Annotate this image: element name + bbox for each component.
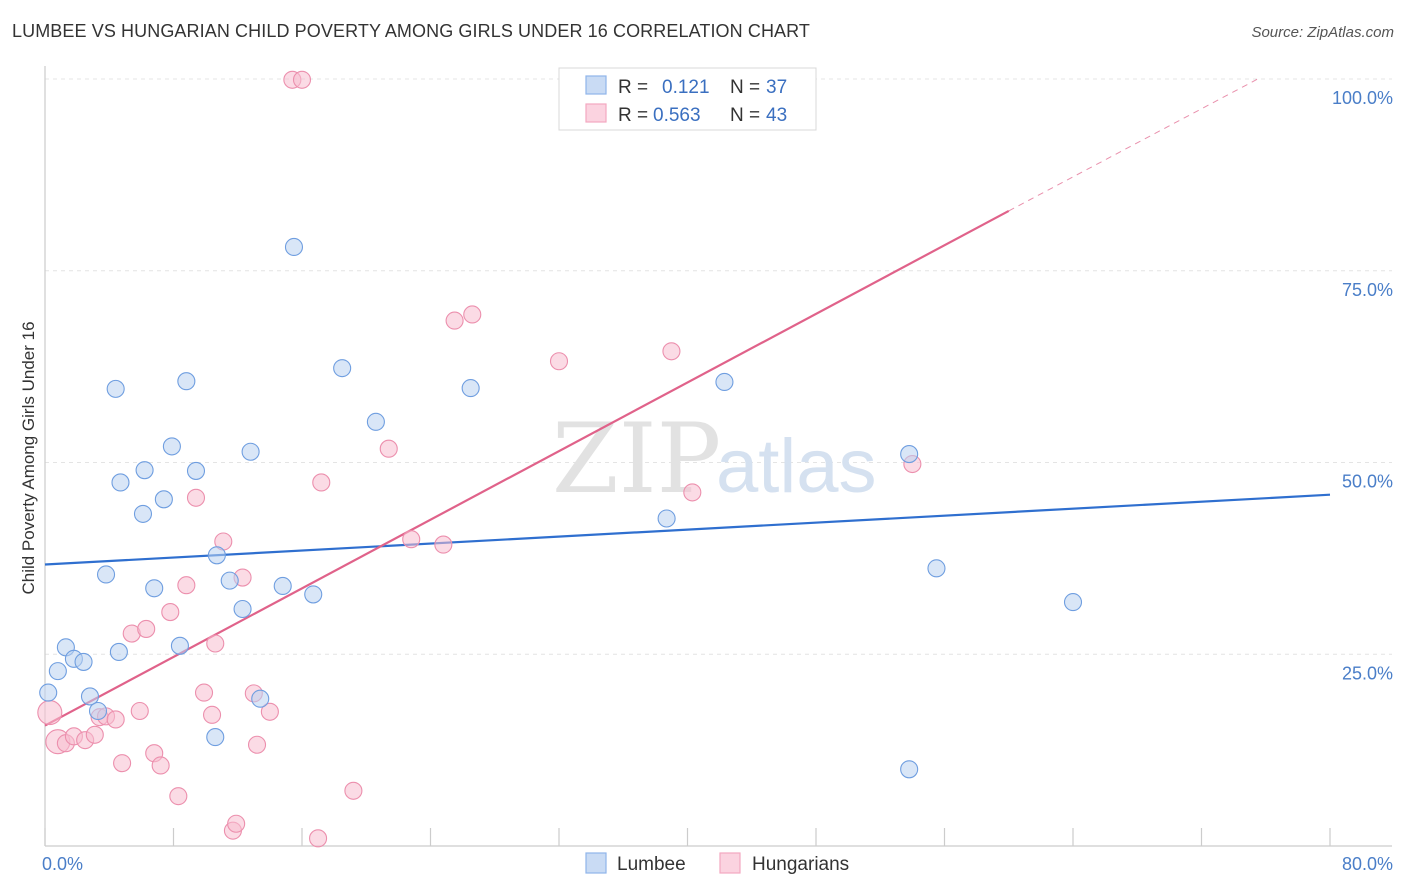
hungarians-point: [247, 735, 267, 754]
lumbee-point: [366, 412, 385, 431]
lumbee-r-value: 0.121: [662, 77, 710, 98]
hungarians-point: [434, 535, 453, 554]
legend-n-label: N =: [730, 105, 760, 126]
hungarians-point: [379, 439, 398, 458]
legend-r-label: R =: [618, 77, 648, 98]
lumbee-point: [273, 576, 292, 596]
hungarians-point: [309, 829, 328, 848]
hungarians-point: [106, 710, 125, 729]
hungarians-point: [113, 754, 132, 773]
hungarians-point: [344, 781, 363, 800]
lumbee-point: [109, 642, 128, 661]
hungarians-point: [206, 634, 225, 653]
series-legend: Lumbee Hungarians: [585, 852, 849, 875]
lumbee-point: [39, 683, 58, 702]
chart-source: Source: ZipAtlas.com: [1251, 24, 1394, 41]
lumbee-point: [162, 437, 181, 456]
data-points: [37, 70, 1083, 848]
hungarians-trend-extension: [1008, 78, 1258, 212]
lumbee-point: [715, 372, 734, 392]
legend-n-label: N =: [730, 77, 760, 98]
hungarians-n-value: 43: [766, 105, 787, 126]
lumbee-point: [74, 652, 93, 671]
hungarians-point: [177, 576, 196, 595]
hungarians-point: [194, 683, 214, 702]
hungarians-legend-swatch: [719, 852, 741, 874]
lumbee-point: [657, 509, 676, 528]
lumbee-trend-line: [44, 493, 1331, 566]
lumbee-point: [1063, 593, 1083, 612]
hungarians-point: [137, 619, 156, 638]
hungarians-r-value: 0.563: [653, 105, 701, 126]
lumbee-point: [135, 461, 154, 480]
hungarians-point: [463, 305, 482, 324]
correlation-legend: R = 0.121 N = 37 R = 0.563 N = 43: [558, 67, 817, 131]
hungarians-point: [292, 70, 312, 89]
watermark: ZIP atlas: [552, 403, 877, 515]
lumbee-point: [251, 689, 270, 708]
lumbee-legend-swatch: [585, 852, 607, 874]
trend-lines: [44, 78, 1331, 727]
lumbee-point: [145, 579, 164, 598]
lumbee-point: [80, 687, 100, 706]
hungarians-point: [169, 787, 188, 806]
hungarians-point: [203, 705, 222, 724]
hungarians-swatch: [585, 103, 607, 123]
lumbee-legend-label: Lumbee: [617, 854, 686, 875]
lumbee-n-value: 37: [766, 77, 787, 98]
y-tick-label: 75.0%: [1342, 280, 1393, 300]
lumbee-point: [461, 379, 480, 398]
lumbee-point: [333, 359, 352, 378]
lumbee-point: [96, 565, 116, 584]
lumbee-point: [88, 701, 108, 721]
y-tick-label: 100.0%: [1332, 88, 1393, 108]
y-tick-label: 50.0%: [1342, 472, 1393, 492]
y-tick-label: 25.0%: [1342, 663, 1393, 683]
lumbee-point: [186, 461, 206, 480]
hungarians-point: [683, 483, 702, 502]
chart-title: LUMBEE VS HUNGARIAN CHILD POVERTY AMONG …: [12, 21, 811, 41]
hungarians-point: [186, 488, 206, 507]
lumbee-point: [106, 379, 125, 398]
lumbee-point: [927, 559, 946, 578]
hungarians-point: [130, 701, 149, 721]
x-tick-label: 80.0%: [1342, 854, 1393, 874]
legend-r-label: R =: [618, 105, 648, 126]
hungarians-point: [312, 473, 331, 492]
lumbee-point: [177, 372, 196, 391]
lumbee-swatch: [585, 75, 607, 95]
lumbee-point: [206, 728, 225, 747]
hungarians-point: [161, 603, 180, 622]
gridlines: [45, 78, 1392, 655]
hungarians-point: [402, 530, 421, 549]
hungarians-trend-line: [44, 209, 1010, 727]
hungarians-point: [151, 756, 170, 775]
lumbee-point: [133, 504, 153, 523]
tick-labels: 25.0% 50.0% 75.0% 100.0% 0.0% 80.0%: [42, 88, 1393, 874]
lumbee-point: [900, 760, 919, 779]
lumbee-point: [170, 636, 189, 655]
lumbee-point: [304, 585, 323, 604]
watermark-atlas: atlas: [716, 424, 877, 509]
hungarians-point: [549, 352, 569, 371]
x-tick-label: 0.0%: [42, 854, 83, 874]
lumbee-point: [207, 546, 226, 565]
hungarians-point: [227, 814, 246, 833]
lumbee-point: [900, 445, 919, 464]
hungarians-point: [260, 702, 279, 721]
lumbee-point: [220, 571, 239, 590]
hungarians-point: [445, 311, 464, 330]
lumbee-point: [233, 599, 252, 619]
hungarians-point: [85, 725, 104, 744]
hungarians-point: [662, 342, 681, 361]
hungarians-legend-label: Hungarians: [752, 854, 849, 875]
lumbee-point: [241, 442, 260, 461]
y-axis-label: Child Poverty Among Girls Under 16: [19, 321, 38, 594]
lumbee-point: [154, 490, 173, 509]
hungarians-point: [37, 699, 63, 726]
lumbee-point: [284, 237, 304, 257]
lumbee-point: [111, 473, 130, 492]
lumbee-point: [48, 662, 67, 681]
